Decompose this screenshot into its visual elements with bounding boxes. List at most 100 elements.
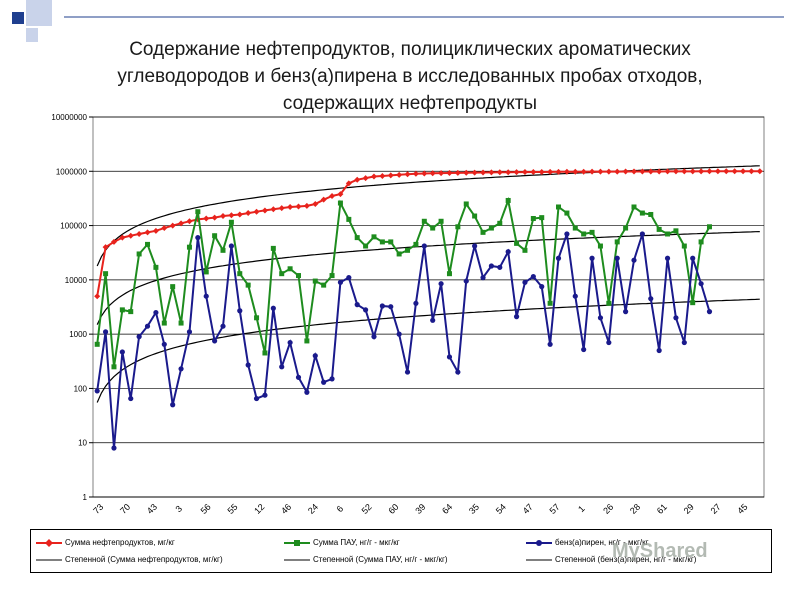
data-point	[597, 315, 604, 321]
legend-swatch-oil-trend	[36, 559, 62, 561]
data-point	[161, 225, 168, 232]
data-point	[589, 168, 596, 175]
data-point	[152, 227, 159, 234]
data-point	[648, 211, 654, 217]
data-point	[295, 374, 302, 380]
x-tick-label: 54	[494, 502, 508, 516]
data-point	[698, 168, 705, 175]
watermark: MyShared	[612, 540, 708, 562]
data-point	[186, 244, 192, 250]
data-point	[371, 334, 377, 340]
data-point	[681, 168, 688, 175]
data-point	[530, 169, 537, 176]
data-point	[631, 204, 637, 210]
data-point	[639, 231, 645, 237]
x-tick-label: 73	[91, 502, 105, 516]
data-point	[530, 215, 536, 221]
data-point	[371, 234, 377, 240]
data-point	[555, 255, 562, 261]
data-point	[672, 168, 679, 175]
data-point	[589, 229, 595, 235]
data-point	[413, 300, 419, 306]
data-point	[170, 284, 176, 290]
data-point	[270, 245, 276, 251]
data-point	[370, 173, 377, 180]
trend-line	[96, 298, 760, 403]
data-point	[363, 243, 369, 249]
data-point	[472, 213, 478, 219]
data-point	[128, 395, 134, 402]
data-point	[404, 369, 411, 375]
data-point	[161, 341, 167, 347]
data-point	[480, 275, 486, 281]
data-point	[606, 300, 612, 306]
data-point	[346, 275, 352, 281]
data-point	[178, 320, 184, 326]
x-tick-label: 61	[655, 502, 669, 516]
data-point	[580, 168, 587, 175]
data-point	[136, 334, 142, 340]
data-point	[664, 168, 671, 175]
data-point	[480, 229, 486, 235]
data-point	[287, 203, 294, 210]
title-line-2: углеводородов и бенз(а)пирена в исследов…	[117, 66, 703, 87]
data-point	[169, 222, 176, 229]
data-point	[119, 307, 125, 313]
data-point	[186, 329, 193, 335]
data-point	[102, 244, 109, 251]
data-point	[362, 307, 369, 313]
data-point	[430, 225, 436, 231]
x-tick-label: 39	[413, 502, 427, 516]
legend-label-pah: Сумма ПАУ, нг/г - мкг/кг	[313, 538, 400, 547]
x-tick-label: 70	[118, 502, 132, 516]
data-point	[698, 281, 704, 287]
data-point	[119, 234, 126, 241]
data-point	[396, 251, 402, 257]
y-tick-label: 10000000	[51, 113, 87, 122]
x-tick-label: 47	[521, 502, 535, 516]
data-point	[295, 203, 302, 210]
data-point	[497, 220, 503, 226]
data-point	[245, 362, 251, 368]
y-tick-label: 10000	[65, 276, 88, 285]
data-point	[153, 264, 159, 270]
y-tick-label: 10	[78, 439, 87, 448]
x-tick-label: 6	[335, 504, 346, 515]
data-point	[396, 171, 403, 178]
x-tick-label: 3	[174, 504, 185, 515]
data-point	[312, 278, 318, 284]
data-point	[664, 255, 671, 261]
data-point	[261, 207, 268, 214]
x-tick-label: 56	[199, 502, 213, 516]
legend-swatch-bap-trend	[526, 559, 552, 561]
data-point	[740, 168, 747, 175]
data-point	[337, 191, 344, 198]
data-point	[521, 169, 528, 176]
data-point	[480, 169, 487, 176]
data-point	[220, 213, 227, 220]
data-point	[211, 214, 218, 221]
data-point	[756, 168, 763, 175]
data-point	[253, 208, 260, 215]
data-point	[228, 243, 234, 249]
decor-square-light	[26, 28, 38, 42]
data-point	[430, 317, 436, 323]
data-point	[463, 278, 469, 284]
data-point	[136, 251, 142, 257]
x-tick-label: 1	[576, 504, 587, 515]
data-point	[312, 200, 319, 207]
decor-square-dark	[12, 12, 24, 24]
data-point	[522, 279, 528, 285]
data-point	[665, 231, 671, 237]
data-point	[614, 255, 620, 261]
data-point	[388, 239, 394, 245]
data-point	[127, 232, 134, 239]
data-point	[639, 210, 645, 216]
data-point	[656, 168, 663, 175]
data-point	[539, 215, 545, 221]
title-line-1: Содержание нефтепродуктов, полициклическ…	[129, 39, 691, 60]
y-tick-label: 1	[83, 493, 88, 502]
x-tick-label: 24	[306, 502, 320, 516]
data-point	[119, 349, 125, 355]
data-point	[572, 225, 578, 231]
